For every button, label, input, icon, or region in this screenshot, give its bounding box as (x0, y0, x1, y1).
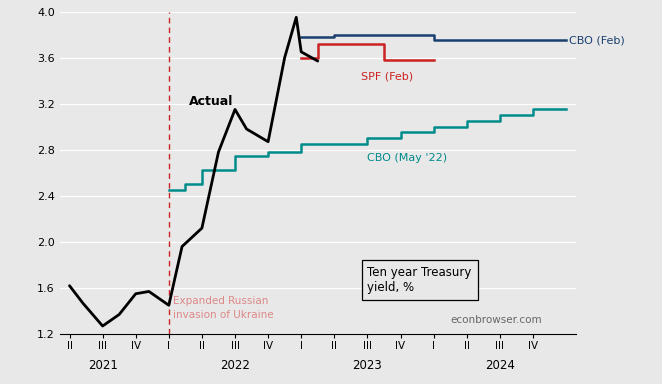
Text: 2022: 2022 (220, 359, 250, 372)
Text: Expanded Russian
invasion of Ukraine: Expanded Russian invasion of Ukraine (173, 296, 273, 320)
Text: 2023: 2023 (353, 359, 382, 372)
Text: econbrowser.com: econbrowser.com (450, 315, 542, 325)
Text: Ten year Treasury
yield, %: Ten year Treasury yield, % (367, 266, 472, 294)
Text: CBO (Feb): CBO (Feb) (569, 35, 625, 45)
Text: SPF (Feb): SPF (Feb) (361, 71, 413, 81)
Text: CBO (May '22): CBO (May '22) (367, 153, 448, 163)
Text: 2021: 2021 (87, 359, 118, 372)
Text: Actual: Actual (189, 95, 233, 108)
Text: 2024: 2024 (485, 359, 515, 372)
